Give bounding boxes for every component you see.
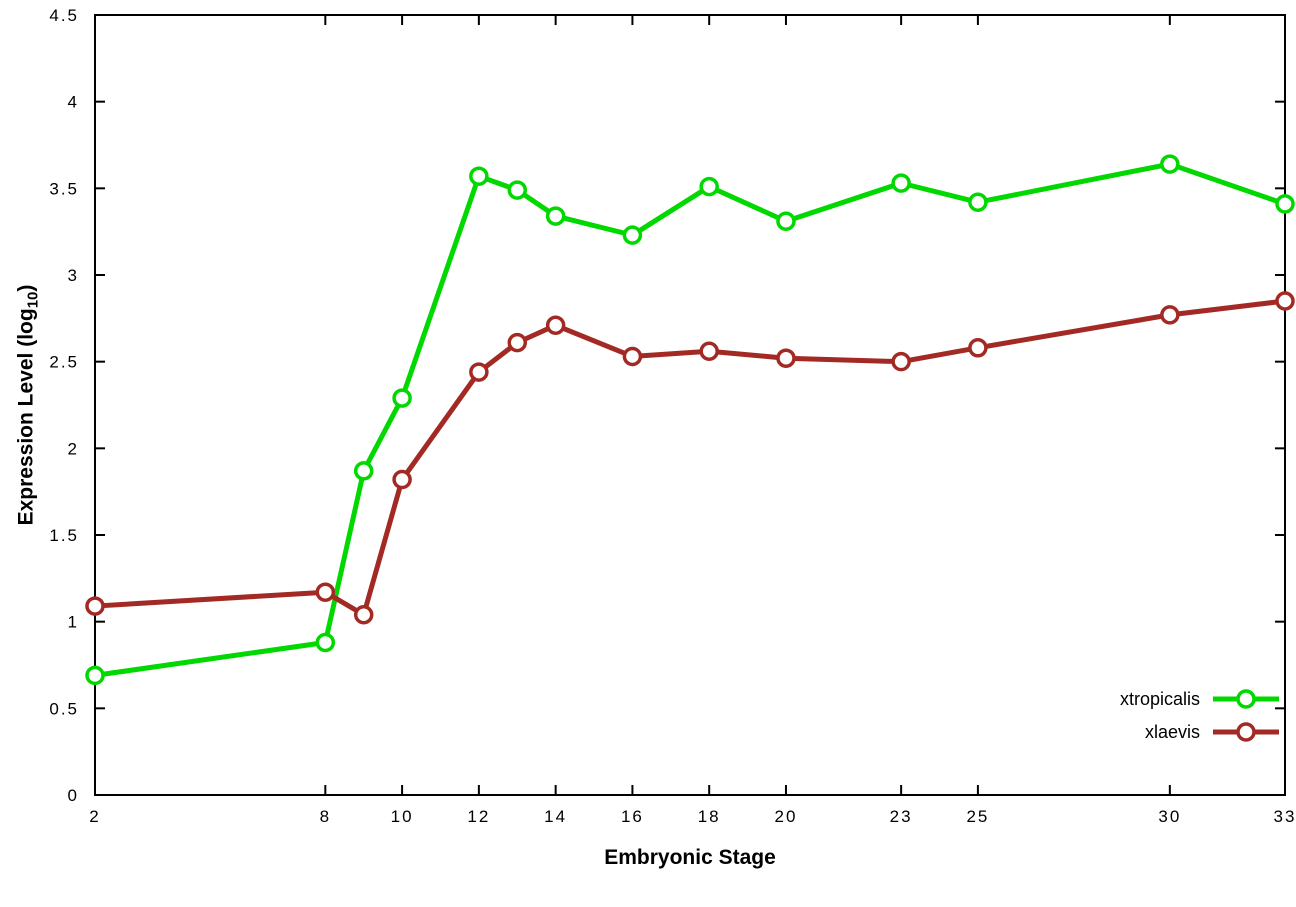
y-axis-title-subscript: 10	[24, 291, 42, 309]
series-xtropicalis-point	[699, 176, 719, 197]
series-xlaevis-point	[545, 315, 566, 336]
y-tick-label: 0	[68, 786, 79, 805]
series-xtropicalis-point	[353, 461, 374, 481]
series-xlaevis-point	[85, 596, 105, 616]
series-xlaevis-point	[776, 348, 796, 368]
legend-marker-icon	[1236, 722, 1256, 742]
y-tick-label: 0.5	[49, 699, 79, 718]
series-xlaevis-line	[92, 298, 1288, 618]
y-tick-label: 4.5	[49, 6, 79, 25]
series-xtropicalis-point	[315, 632, 336, 653]
series-xtropicalis-point	[1275, 194, 1295, 214]
y-tick-label: 2	[68, 439, 79, 458]
y-axis-title: Expression Level (log10)	[15, 285, 42, 526]
legend-label-xtropicalis: xtropicalis	[1119, 688, 1200, 709]
x-tick-label: 14	[544, 807, 567, 826]
x-tick-label: 25	[966, 807, 989, 826]
series-xtropicalis-point	[392, 388, 412, 408]
series-xlaevis-point	[891, 351, 911, 372]
series-xlaevis-point	[622, 346, 643, 367]
series-xtropicalis-point	[507, 180, 528, 200]
x-tick-label: 23	[890, 807, 913, 826]
legend-sample-xtropicalis	[1213, 689, 1279, 709]
series-xtropicalis-point	[469, 166, 489, 186]
legend-label-xlaevis: xlaevis	[1144, 721, 1200, 742]
series-xtropicalis-point	[891, 173, 911, 193]
x-tick-label: 33	[1274, 807, 1296, 826]
x-tick-label: 18	[698, 807, 721, 826]
y-axis-title-main: Expression Level (log	[14, 308, 38, 526]
series-xlaevis-point	[315, 582, 336, 602]
x-tick-label: 10	[391, 807, 414, 826]
series-xlaevis-point	[968, 338, 988, 358]
x-tick-label: 20	[775, 807, 798, 826]
series-xtropicalis-point	[776, 211, 796, 232]
x-tick-label: 2	[89, 807, 100, 826]
series-xtropicalis-point	[622, 225, 643, 245]
series-xtropicalis-line	[92, 161, 1288, 678]
series-xtropicalis-point	[545, 206, 566, 226]
y-tick-label: 1.5	[49, 526, 79, 545]
series-xlaevis-point	[1160, 305, 1180, 325]
x-tick-label: 30	[1158, 807, 1181, 826]
series-xlaevis-point	[507, 332, 528, 353]
plot-border	[94, 14, 1286, 796]
series-xtropicalis-point	[1160, 154, 1180, 174]
series-xtropicalis-point	[968, 192, 988, 212]
series-xlaevis-point	[469, 362, 489, 382]
series-xtropicalis-point	[85, 665, 105, 686]
legend-item-xtropicalis: xtropicalis	[1120, 688, 1282, 710]
y-tick-label: 3.5	[49, 179, 79, 198]
y-tick-label: 1	[68, 613, 79, 632]
legend-item-xlaevis: xlaevis	[1145, 721, 1282, 743]
x-tick-label: 8	[320, 807, 331, 826]
x-tick-label: 12	[467, 807, 490, 826]
series-xlaevis-point	[699, 341, 719, 362]
x-tick-label: 16	[621, 807, 644, 826]
series-xlaevis-point	[353, 604, 374, 625]
y-tick-label: 4	[68, 93, 79, 112]
legend: xtropicalis xlaevis	[1120, 688, 1282, 743]
y-tick-label: 2.5	[49, 353, 79, 372]
series-xlaevis-point	[392, 469, 412, 490]
legend-marker-icon	[1236, 689, 1256, 709]
y-tick-label: 3	[68, 266, 79, 285]
x-axis-title: Embryonic Stage	[604, 846, 776, 869]
y-axis-title-close: )	[14, 284, 38, 292]
series-xlaevis-point	[1275, 291, 1295, 311]
legend-sample-xlaevis	[1213, 722, 1279, 742]
